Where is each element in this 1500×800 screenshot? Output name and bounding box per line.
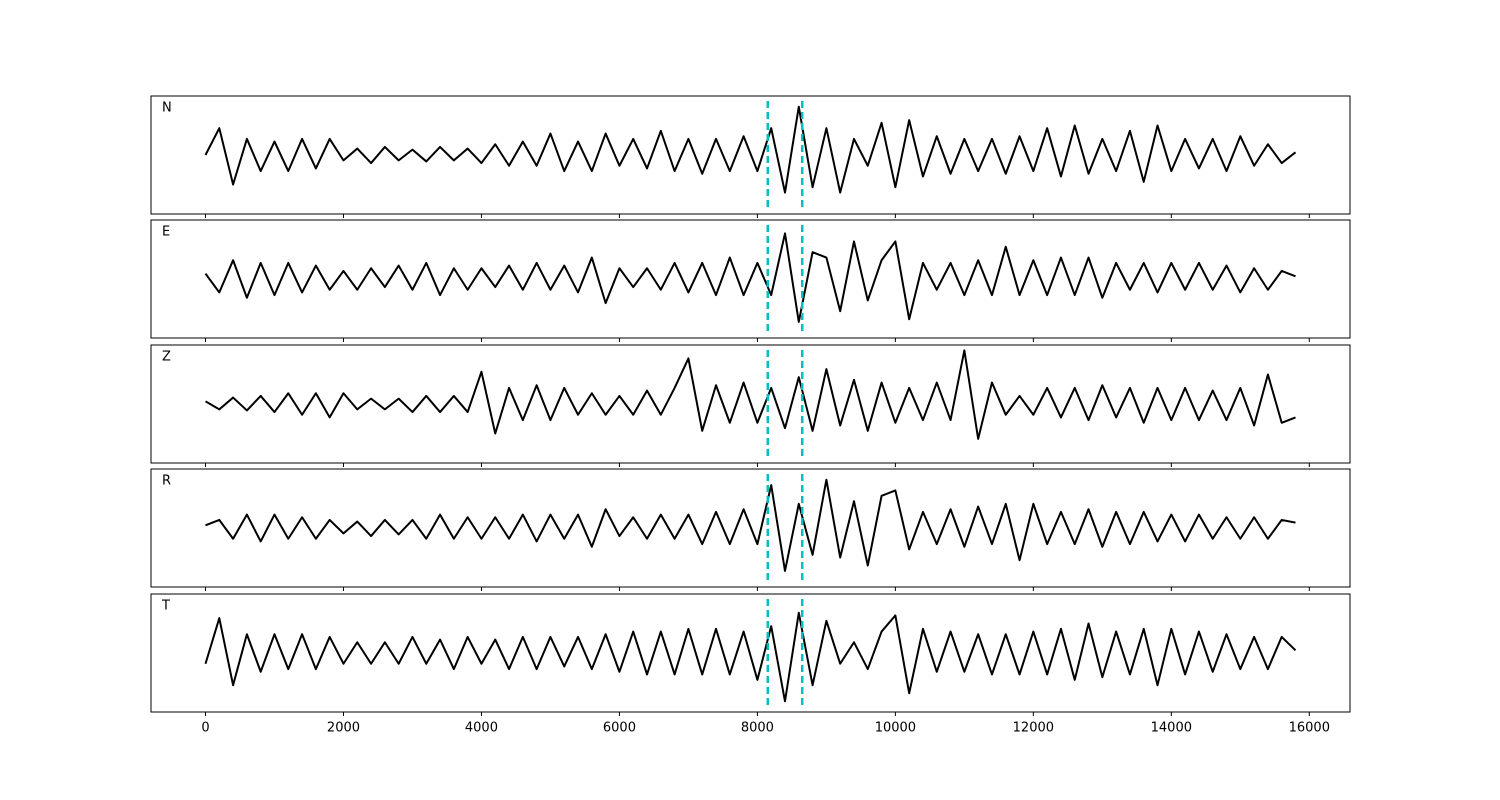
x-tick-label: 0	[201, 721, 209, 736]
x-tick-label: 12000	[1013, 721, 1054, 736]
panel-frame	[150, 468, 1351, 588]
trace	[204, 232, 1296, 323]
trace	[204, 105, 1297, 194]
x-tick-label: 4000	[465, 721, 498, 736]
x-tick-label: 16000	[1289, 721, 1330, 736]
trace	[204, 611, 1297, 703]
panel-frame	[150, 344, 1351, 464]
trace	[204, 349, 1296, 440]
x-tick-label: 10000	[875, 721, 916, 736]
x-tick-label: 6000	[603, 721, 636, 736]
panel-frame	[150, 95, 1351, 215]
x-tick-label: 14000	[1151, 721, 1192, 736]
panel-label: E	[162, 225, 170, 240]
panel-frame	[150, 593, 1351, 713]
panel-label: R	[162, 474, 171, 489]
x-tick-label: 2000	[327, 721, 360, 736]
trace	[205, 478, 1296, 572]
panel-frame	[150, 219, 1351, 339]
x-tick-label: 8000	[741, 721, 774, 736]
panel-label: N	[162, 101, 172, 116]
panel-label: Z	[162, 350, 171, 365]
panel-label: T	[161, 599, 170, 614]
